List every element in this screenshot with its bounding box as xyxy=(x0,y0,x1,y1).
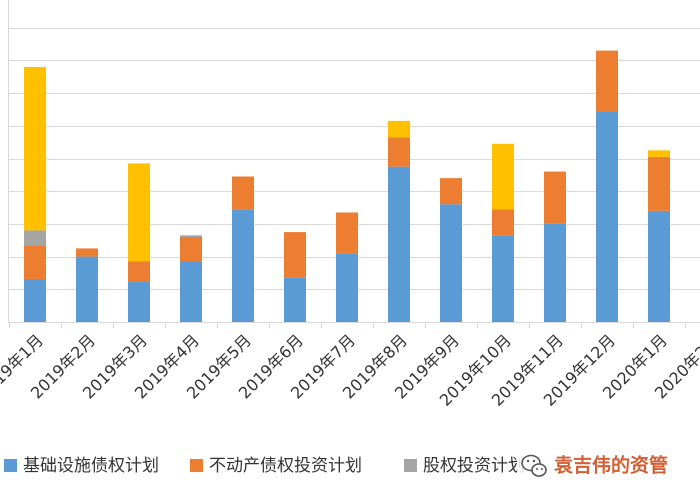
legend-label: 不动产债权投资计划 xyxy=(209,456,362,476)
bar-segment xyxy=(76,248,98,257)
bar-segment xyxy=(388,137,410,167)
legend: 基础设施债权计划 不动产债权投资计划 股权投资计划 xyxy=(4,456,525,476)
bar-segment xyxy=(648,150,670,157)
bar-segment xyxy=(648,156,670,211)
bar-segment xyxy=(284,232,306,278)
bar-segment xyxy=(232,176,254,210)
bar-segment xyxy=(492,143,514,210)
bar-segment xyxy=(648,210,670,322)
bar-segment xyxy=(336,212,358,254)
bar-segment xyxy=(180,235,202,237)
bar-segment xyxy=(128,281,150,322)
gridlines xyxy=(8,0,700,328)
watermark-background xyxy=(517,448,700,484)
bar-segment xyxy=(180,236,202,262)
bar-segment xyxy=(128,261,150,282)
legend-swatch xyxy=(404,459,417,472)
legend-swatch xyxy=(4,459,17,472)
x-axis-tick-labels: 2019年1月2019年2月2019年3月2019年4月2019年5月2019年… xyxy=(0,331,700,410)
bar-segment xyxy=(232,209,254,322)
bar-segment xyxy=(24,66,46,231)
bar-segment xyxy=(440,178,462,205)
legend-label: 基础设施债权计划 xyxy=(23,456,159,476)
bar-segment xyxy=(24,245,46,280)
bar-segment xyxy=(596,111,618,323)
watermark: 袁吉伟的资管 xyxy=(517,448,700,484)
legend-swatch xyxy=(190,459,203,472)
bar-segment xyxy=(24,279,46,322)
bar-segment xyxy=(336,253,358,322)
bar-segment xyxy=(440,204,462,322)
bar-segment xyxy=(544,171,566,224)
bar-segment xyxy=(544,223,566,322)
bar-segment xyxy=(492,235,514,322)
bar-segment xyxy=(284,277,306,322)
bar-segment xyxy=(24,230,46,246)
bar-segment xyxy=(180,261,202,322)
wechat-logo-icon xyxy=(521,454,547,477)
bar-segment xyxy=(76,256,98,322)
watermark-text: 袁吉伟的资管 xyxy=(553,454,668,477)
bars xyxy=(24,50,670,323)
bar-segment xyxy=(596,50,618,112)
bar-segment xyxy=(492,209,514,236)
bar-segment xyxy=(388,166,410,322)
legend-label: 股权投资计划 xyxy=(423,456,525,476)
bar-segment xyxy=(128,163,150,262)
bar-segment xyxy=(388,120,410,138)
